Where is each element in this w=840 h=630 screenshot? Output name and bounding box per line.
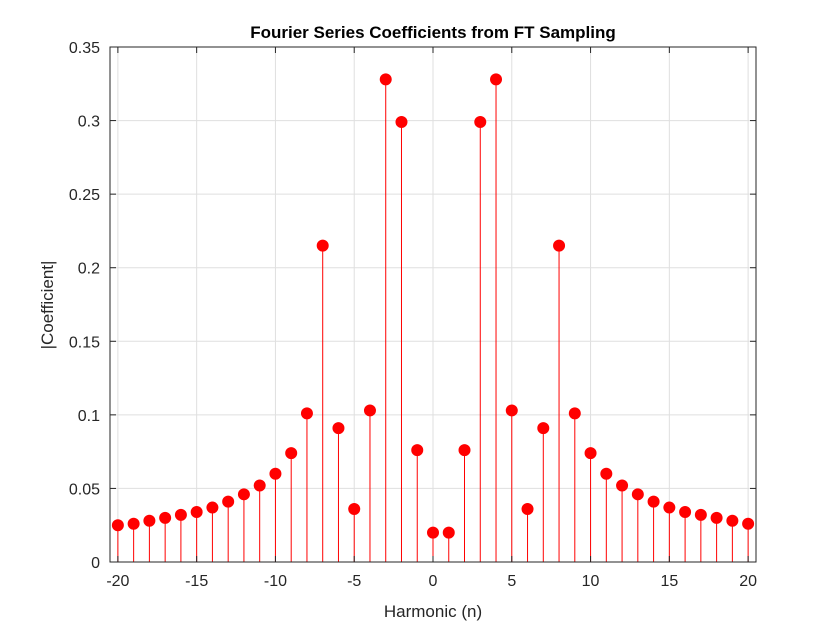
stem-marker	[490, 73, 503, 86]
stem-marker	[742, 517, 755, 530]
x-tick-label: 0	[429, 573, 438, 590]
stem-marker	[285, 447, 298, 460]
x-tick-label: 5	[507, 573, 516, 590]
y-tick-label: 0.05	[69, 481, 100, 498]
stem-marker	[190, 505, 203, 518]
stem-marker	[174, 508, 187, 521]
stem-marker	[379, 73, 392, 86]
y-tick-label: 0.3	[78, 114, 100, 131]
stem-marker	[348, 503, 361, 516]
y-tick-label: 0.25	[69, 187, 100, 204]
stem-marker	[726, 514, 739, 527]
stem-marker	[363, 404, 376, 417]
stem-marker	[222, 495, 235, 508]
stem-marker	[395, 116, 408, 129]
x-tick-label: 10	[582, 573, 600, 590]
stem-marker	[411, 444, 424, 457]
stem-marker	[647, 495, 660, 508]
stem-marker	[568, 407, 581, 420]
axis-ticks: -20 -15 -10 -5 0 5 10 15 20 0 0.05 0.1 0.15 0.2 0.25 0.…	[69, 40, 757, 590]
stem-marker	[616, 479, 629, 492]
stem-marker	[332, 422, 345, 435]
y-tick-label: 0.15	[69, 334, 100, 351]
stem-marker	[600, 467, 613, 480]
stem-marker	[663, 501, 676, 514]
x-tick-label: -15	[185, 573, 208, 590]
chart-title: Fourier Series Coefficients from FT Samp…	[250, 23, 616, 42]
stem-marker	[442, 526, 455, 539]
stem-marker	[537, 422, 550, 435]
stem-marker	[427, 526, 439, 539]
stem-series	[111, 73, 755, 562]
stem-marker	[206, 501, 219, 514]
stem-marker	[253, 479, 266, 492]
y-tick-label: 0.2	[78, 261, 100, 278]
x-tick-label: 15	[660, 573, 678, 590]
stem-marker	[553, 239, 566, 252]
y-tick-label: 0.1	[78, 408, 100, 425]
stem-marker	[505, 404, 518, 417]
stem-marker	[111, 519, 124, 532]
x-axis-label: Harmonic (n)	[384, 602, 482, 621]
x-tick-label: 20	[739, 573, 757, 590]
stem-marker	[300, 407, 313, 420]
stem-marker	[159, 511, 172, 524]
y-tick-label: 0.35	[69, 40, 100, 57]
stem-marker	[694, 508, 707, 521]
stem-marker	[269, 467, 282, 480]
x-tick-label: -5	[347, 573, 361, 590]
stem-marker	[631, 488, 644, 501]
stem-marker	[127, 517, 140, 530]
stem-marker	[679, 505, 692, 518]
y-tick-label: 0	[91, 555, 100, 572]
stem-marker	[316, 239, 329, 252]
y-axis-label: |Coefficient|	[38, 261, 57, 350]
stem-marker	[584, 447, 597, 460]
x-tick-label: -10	[264, 573, 287, 590]
stem-marker	[458, 444, 471, 457]
stem-marker	[143, 514, 156, 527]
stem-marker	[710, 511, 723, 524]
x-tick-label: -20	[106, 573, 129, 590]
stem-marker	[237, 488, 250, 501]
stem-marker	[474, 116, 487, 129]
stem-marker	[521, 503, 534, 516]
